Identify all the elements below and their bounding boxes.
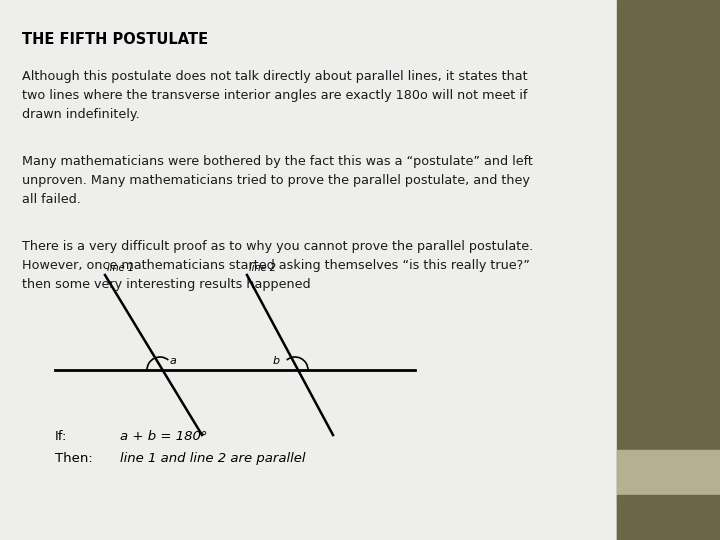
Text: THE FIFTH POSTULATE: THE FIFTH POSTULATE	[22, 32, 208, 47]
Text: There is a very difficult proof as to why you cannot prove the parallel postulat: There is a very difficult proof as to wh…	[22, 240, 534, 291]
Bar	[617, 495, 720, 540]
Bar	[617, 0, 720, 540]
Text: If:: If:	[55, 430, 68, 443]
Text: b: b	[273, 356, 280, 366]
Text: line 1 and line 2 are parallel: line 1 and line 2 are parallel	[120, 452, 305, 465]
Text: line 2: line 2	[249, 263, 276, 273]
Text: Many mathematicians were bothered by the fact this was a “postulate” and left
un: Many mathematicians were bothered by the…	[22, 155, 533, 206]
Text: line 1: line 1	[107, 263, 134, 273]
Text: a + b = 180°: a + b = 180°	[120, 430, 207, 443]
Text: Although this postulate does not talk directly about parallel lines, it states t: Although this postulate does not talk di…	[22, 70, 528, 121]
Text: a: a	[170, 356, 177, 366]
Bar	[617, 450, 720, 498]
Text: Then:: Then:	[55, 452, 93, 465]
